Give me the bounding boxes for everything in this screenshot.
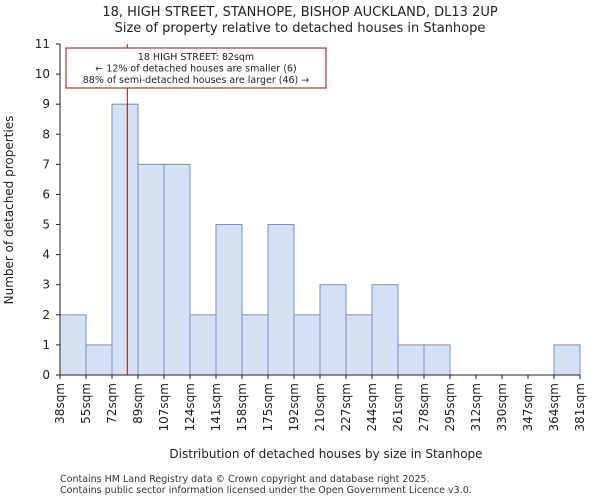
x-tick-label-55sqm: 55sqm bbox=[79, 383, 93, 424]
bar-89sqm bbox=[137, 163, 165, 376]
y-axis-label: Number of detached properties bbox=[2, 116, 16, 305]
y-axis-ticks: 0 1 2 3 4 5 6 7 8 9 10 11 bbox=[35, 37, 60, 382]
y-tick-label: 11 bbox=[35, 37, 50, 51]
bar-107sqm bbox=[163, 163, 191, 376]
x-tick-label-192sqm: 192sqm bbox=[287, 383, 301, 431]
bar-55sqm bbox=[85, 344, 113, 376]
x-tick-label-107sqm: 107sqm bbox=[157, 383, 171, 431]
annotation-line1: 18 HIGH STREET: 82sqm bbox=[138, 52, 254, 63]
bars-group bbox=[59, 103, 581, 376]
x-tick-label-330sqm: 330sqm bbox=[495, 383, 509, 431]
bar-210sqm bbox=[319, 284, 347, 376]
x-tick-label-210sqm: 210sqm bbox=[313, 383, 327, 431]
x-tick-label-72sqm: 72sqm bbox=[105, 383, 119, 424]
bar-192sqm bbox=[293, 314, 321, 376]
bar-364sqm bbox=[553, 344, 581, 376]
x-tick-label-175sqm: 175sqm bbox=[261, 383, 275, 431]
y-tick-label: 6 bbox=[42, 187, 50, 201]
bar-124sqm bbox=[189, 314, 217, 376]
x-tick-label-261sqm: 261sqm bbox=[391, 383, 405, 431]
bar-72sqm bbox=[111, 103, 139, 376]
y-tick-label: 10 bbox=[35, 67, 50, 81]
y-tick-label: 9 bbox=[42, 97, 50, 111]
y-tick-label: 7 bbox=[42, 157, 50, 171]
x-tick-label-89sqm: 89sqm bbox=[131, 383, 145, 424]
footer-line1: Contains HM Land Registry data © Crown c… bbox=[60, 474, 430, 485]
y-tick-label: 1 bbox=[42, 338, 50, 352]
x-tick-label-295sqm: 295sqm bbox=[443, 383, 457, 431]
y-tick-label: 4 bbox=[42, 248, 50, 262]
annotation-box: 18 HIGH STREET: 82sqm ← 12% of detached … bbox=[65, 47, 327, 89]
x-tick-label-244sqm: 244sqm bbox=[365, 383, 379, 431]
chart-title-line1: 18, HIGH STREET, STANHOPE, BISHOP AUCKLA… bbox=[102, 5, 498, 20]
annotation-line3: 88% of semi-detached houses are larger (… bbox=[83, 75, 310, 86]
y-tick-label: 2 bbox=[42, 308, 50, 322]
x-tick-label-141sqm: 141sqm bbox=[209, 383, 223, 431]
x-tick-label-158sqm: 158sqm bbox=[235, 383, 249, 431]
chart-title-line2: Size of property relative to detached ho… bbox=[115, 21, 486, 36]
y-tick-label: 8 bbox=[42, 127, 50, 141]
bar-227sqm bbox=[345, 314, 373, 376]
bar-278sqm bbox=[423, 344, 451, 376]
x-tick-label-312sqm: 312sqm bbox=[469, 383, 483, 431]
x-axis-ticks: 38sqm 55sqm 72sqm 89sqm 107sqm 124sqm 141sqm 15… bbox=[53, 375, 587, 431]
bar-158sqm bbox=[241, 314, 269, 376]
x-tick-label-38sqm: 38sqm bbox=[53, 383, 67, 424]
bar-38sqm bbox=[59, 314, 87, 376]
x-tick-label-227sqm: 227sqm bbox=[339, 383, 353, 431]
y-tick-label: 0 bbox=[42, 368, 50, 382]
bar-261sqm bbox=[397, 344, 425, 376]
bar-141sqm bbox=[215, 224, 243, 376]
footer-line2: Contains public sector information licen… bbox=[60, 485, 472, 496]
bar-244sqm bbox=[371, 284, 399, 376]
y-tick-label: 3 bbox=[42, 278, 50, 292]
annotation-line2: ← 12% of detached houses are smaller (6) bbox=[95, 64, 296, 75]
x-tick-label-364sqm: 364sqm bbox=[547, 383, 561, 431]
x-tick-label-278sqm: 278sqm bbox=[417, 383, 431, 431]
x-tick-label-124sqm: 124sqm bbox=[183, 383, 197, 431]
annotation-box-frame bbox=[65, 47, 327, 89]
x-tick-label-381sqm: 381sqm bbox=[573, 383, 587, 431]
x-tick-label-347sqm: 347sqm bbox=[521, 383, 535, 431]
y-tick-label: 5 bbox=[42, 218, 50, 232]
x-axis-label: Distribution of detached houses by size … bbox=[169, 447, 482, 461]
bar-175sqm bbox=[267, 224, 295, 376]
